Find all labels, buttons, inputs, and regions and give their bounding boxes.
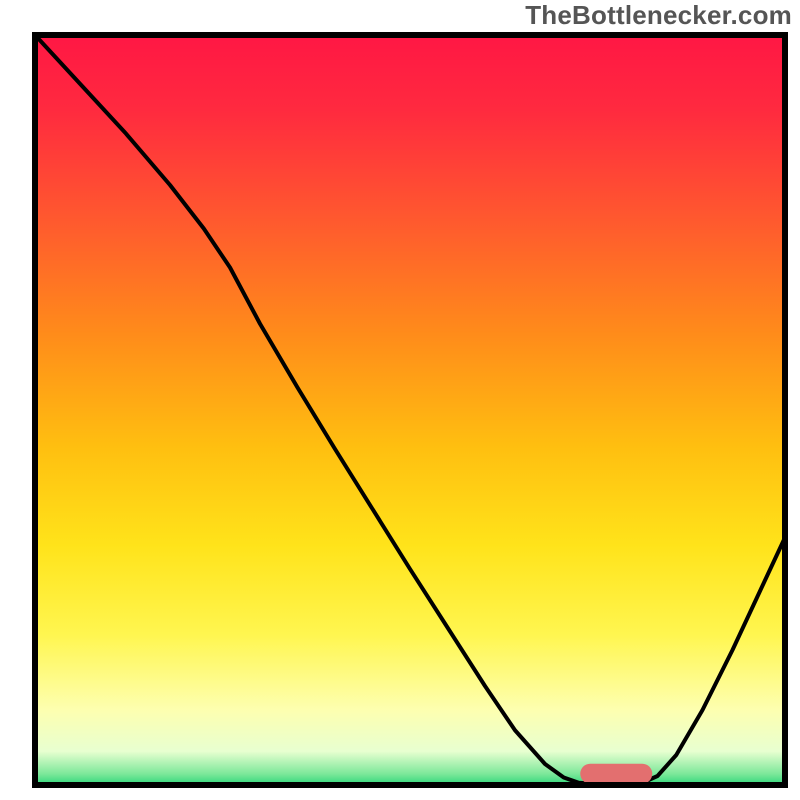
chart-container: TheBottlenecker.com <box>0 0 800 800</box>
watermark-text: TheBottlenecker.com <box>525 0 792 31</box>
gradient-background <box>35 35 785 785</box>
bottleneck-curve-chart <box>0 0 800 800</box>
optimal-marker <box>580 764 652 784</box>
